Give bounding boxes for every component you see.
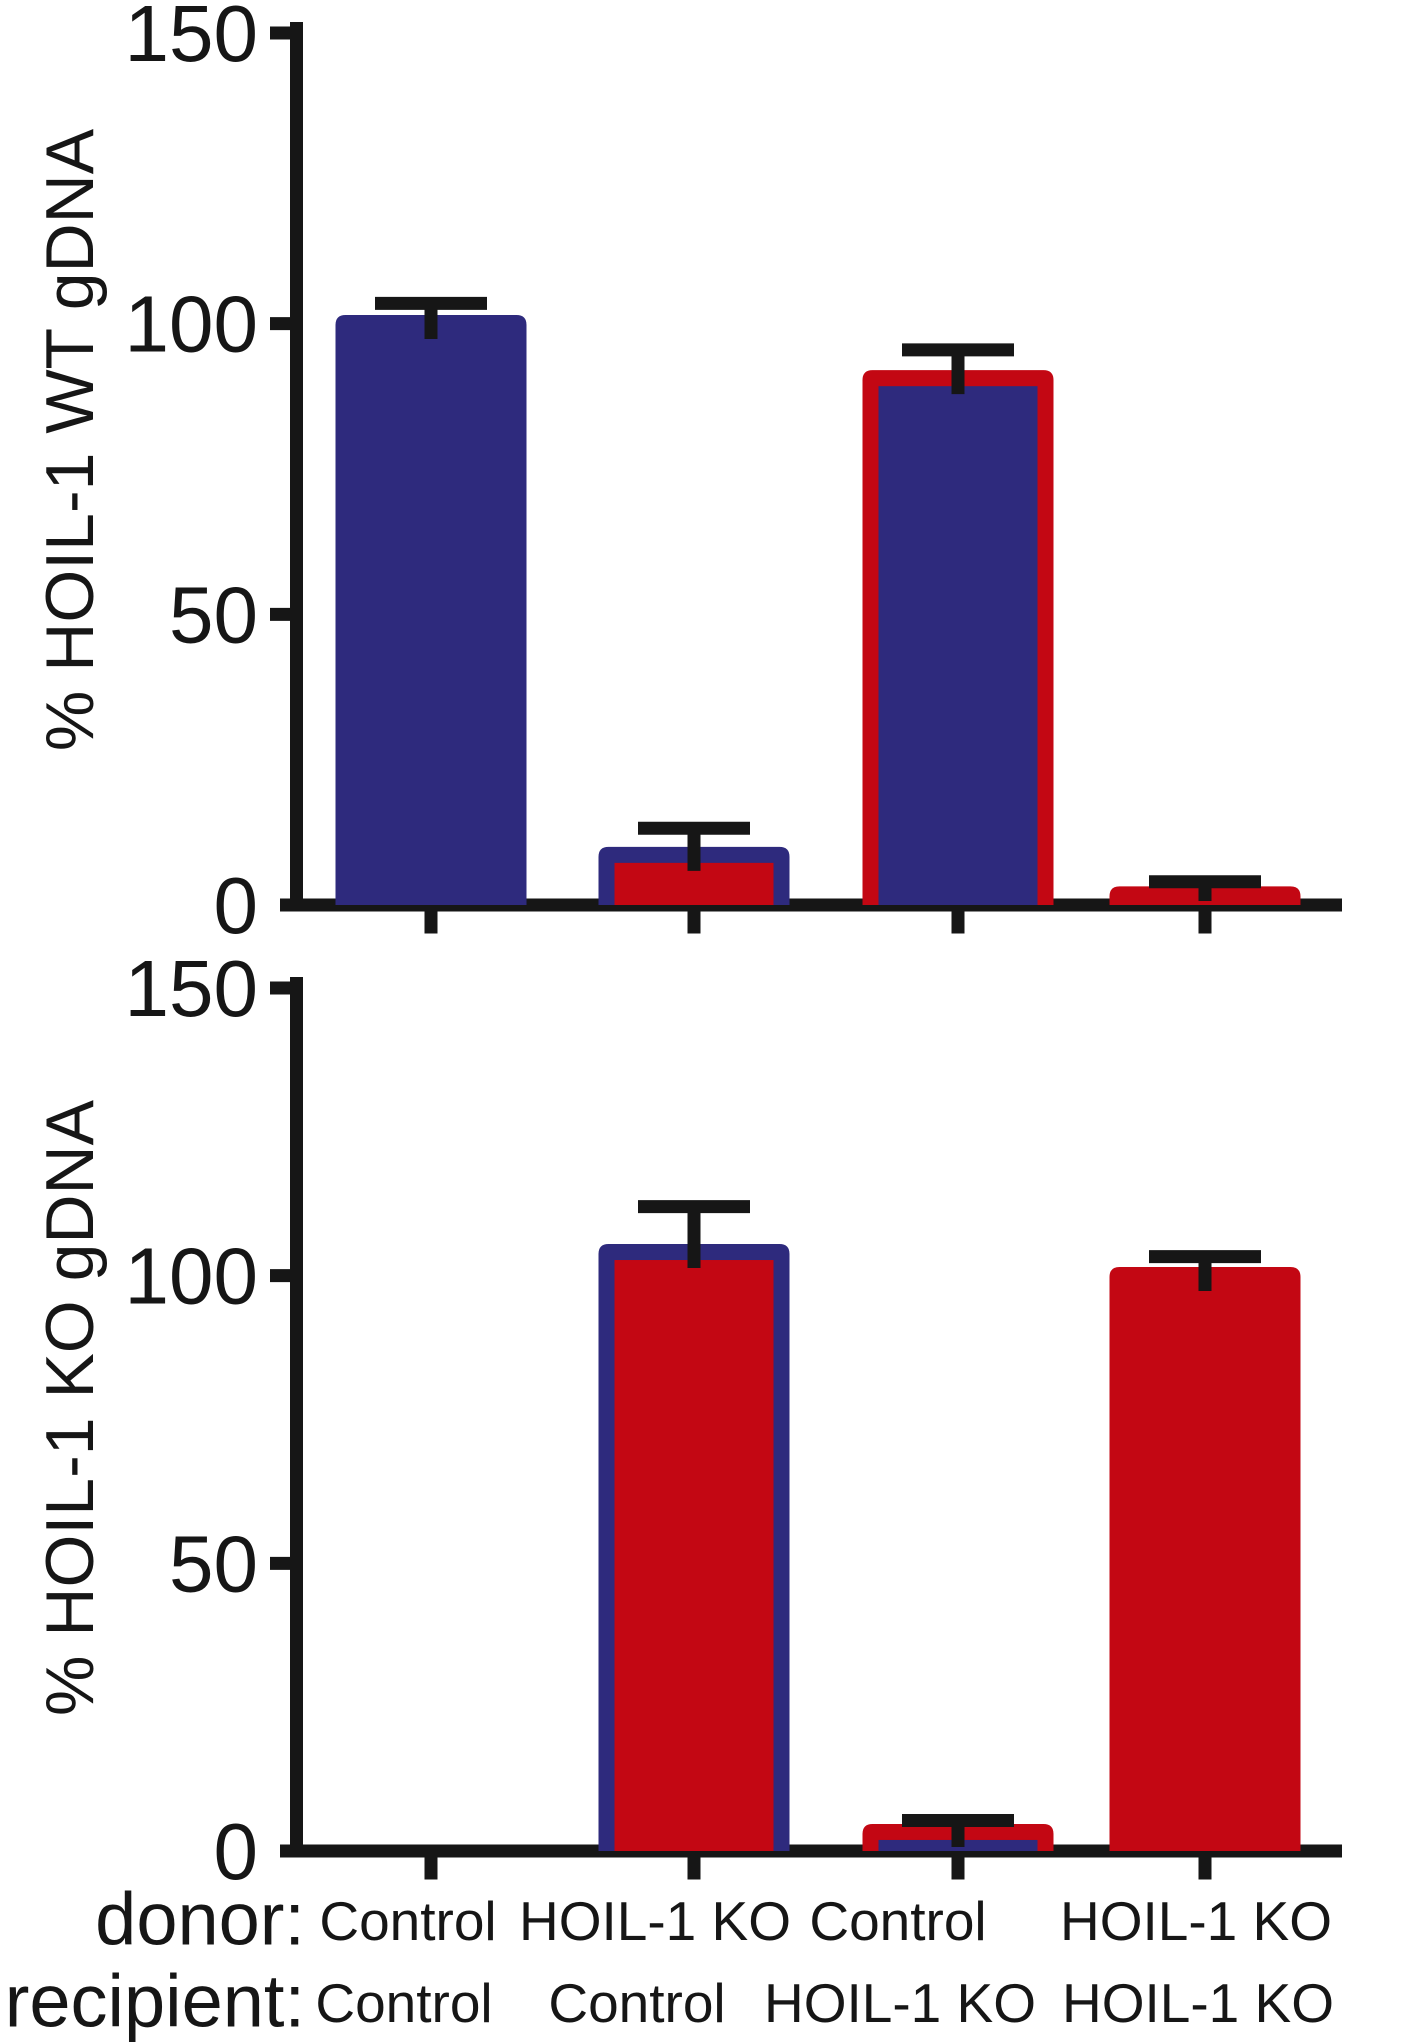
y-axis-title-bottom: % HOIL-1 KO gDNA [32,1100,108,1716]
recipient-label-2: HOIL-1 KO [764,1972,1036,2034]
y-tick-label: 0 [214,861,259,950]
donor-label-2: Control [809,1890,986,1952]
donor-label-0: Control [319,1890,496,1952]
y-axis-title-top: % HOIL-1 WT gDNA [32,128,108,752]
y-tick-label: 50 [169,570,258,659]
recipient-label-3: HOIL-1 KO [1062,1972,1334,2034]
y-tick-label: 150 [125,0,258,78]
recipient-row-label: recipient: [4,1959,305,2043]
y-tick-label: 100 [125,1232,258,1321]
recipient-label-0: Control [315,1972,492,2034]
donor-row-label: donor: [95,1877,305,1961]
bar-top-2-fill [878,386,1038,905]
donor-label-3: HOIL-1 KO [1060,1890,1332,1952]
y-tick-label: 0 [214,1807,259,1896]
bar-bottom-1-fill [614,1260,774,1851]
y-tick-label: 100 [125,280,258,369]
y-tick-label: 150 [125,944,258,1033]
recipient-label-1: Control [548,1972,725,2034]
bar-bottom-3-outline [1109,1267,1301,1851]
donor-label-1: HOIL-1 KO [519,1890,791,1952]
bar-top-0-outline [335,314,527,905]
y-tick-label: 50 [169,1519,258,1608]
